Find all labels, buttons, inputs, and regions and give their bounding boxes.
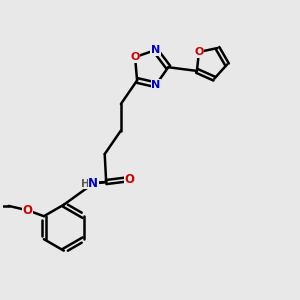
- Text: N: N: [88, 177, 98, 190]
- Text: N: N: [151, 45, 160, 55]
- Text: H: H: [81, 178, 89, 188]
- Text: O: O: [194, 47, 204, 57]
- Text: O: O: [130, 52, 140, 62]
- Text: N: N: [151, 80, 160, 90]
- Text: O: O: [23, 204, 33, 217]
- Text: O: O: [125, 172, 135, 186]
